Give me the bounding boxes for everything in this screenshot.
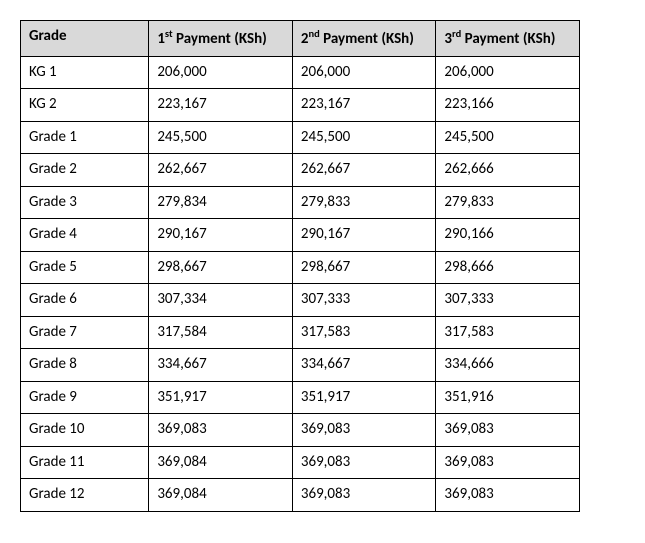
- cell-payment-1: 206,000: [149, 56, 293, 89]
- cell-grade: Grade 1: [21, 121, 149, 154]
- cell-grade: KG 2: [21, 89, 149, 122]
- cell-payment-1: 298,667: [149, 251, 293, 284]
- cell-grade: Grade 11: [21, 446, 149, 479]
- table-row: Grade 4290,167290,167290,166: [21, 219, 580, 252]
- cell-payment-3: 290,166: [436, 219, 580, 252]
- cell-payment-3: 307,333: [436, 284, 580, 317]
- col-header-payment-3: 3rd Payment (KSh): [436, 21, 580, 57]
- cell-grade: Grade 5: [21, 251, 149, 284]
- cell-grade: Grade 10: [21, 414, 149, 447]
- cell-payment-3: 262,666: [436, 154, 580, 187]
- table-row: Grade 6307,334307,333307,333: [21, 284, 580, 317]
- cell-grade: Grade 3: [21, 186, 149, 219]
- table-header-row: Grade 1st Payment (KSh) 2nd Payment (KSh…: [21, 21, 580, 57]
- cell-grade: Grade 4: [21, 219, 149, 252]
- cell-payment-1: 245,500: [149, 121, 293, 154]
- table-row: KG 1206,000206,000206,000: [21, 56, 580, 89]
- cell-payment-1: 369,084: [149, 446, 293, 479]
- table-row: Grade 7317,584317,583317,583: [21, 316, 580, 349]
- cell-grade: Grade 12: [21, 479, 149, 512]
- cell-payment-3: 369,083: [436, 446, 580, 479]
- cell-payment-1: 317,584: [149, 316, 293, 349]
- table-row: Grade 10369,083369,083369,083: [21, 414, 580, 447]
- cell-grade: Grade 8: [21, 349, 149, 382]
- cell-payment-2: 290,167: [292, 219, 436, 252]
- payment-schedule-table: Grade 1st Payment (KSh) 2nd Payment (KSh…: [20, 20, 580, 512]
- table-row: Grade 12369,084369,083369,083: [21, 479, 580, 512]
- cell-payment-3: 279,833: [436, 186, 580, 219]
- cell-payment-2: 369,083: [292, 479, 436, 512]
- cell-payment-2: 351,917: [292, 381, 436, 414]
- cell-payment-2: 369,083: [292, 446, 436, 479]
- cell-payment-3: 334,666: [436, 349, 580, 382]
- col-header-grade: Grade: [21, 21, 149, 57]
- cell-payment-1: 334,667: [149, 349, 293, 382]
- cell-payment-1: 307,334: [149, 284, 293, 317]
- cell-grade: KG 1: [21, 56, 149, 89]
- cell-grade: Grade 6: [21, 284, 149, 317]
- table-row: Grade 9351,917351,917351,916: [21, 381, 580, 414]
- table-row: Grade 5298,667298,667298,666: [21, 251, 580, 284]
- cell-payment-2: 317,583: [292, 316, 436, 349]
- cell-payment-3: 369,083: [436, 414, 580, 447]
- cell-payment-2: 307,333: [292, 284, 436, 317]
- table-row: Grade 2262,667262,667262,666: [21, 154, 580, 187]
- cell-grade: Grade 7: [21, 316, 149, 349]
- cell-payment-1: 262,667: [149, 154, 293, 187]
- cell-payment-1: 369,083: [149, 414, 293, 447]
- cell-payment-2: 245,500: [292, 121, 436, 154]
- table-row: KG 2223,167223,167223,166: [21, 89, 580, 122]
- table-row: Grade 1245,500245,500245,500: [21, 121, 580, 154]
- cell-payment-1: 369,084: [149, 479, 293, 512]
- table-row: Grade 11369,084369,083369,083: [21, 446, 580, 479]
- cell-payment-3: 298,666: [436, 251, 580, 284]
- col-header-payment-2: 2nd Payment (KSh): [292, 21, 436, 57]
- cell-payment-3: 369,083: [436, 479, 580, 512]
- cell-payment-1: 223,167: [149, 89, 293, 122]
- table-row: Grade 8334,667334,667334,666: [21, 349, 580, 382]
- cell-payment-3: 351,916: [436, 381, 580, 414]
- cell-grade: Grade 9: [21, 381, 149, 414]
- cell-payment-2: 223,167: [292, 89, 436, 122]
- cell-payment-2: 298,667: [292, 251, 436, 284]
- cell-payment-3: 317,583: [436, 316, 580, 349]
- cell-payment-1: 351,917: [149, 381, 293, 414]
- col-header-payment-1: 1st Payment (KSh): [149, 21, 293, 57]
- cell-payment-3: 223,166: [436, 89, 580, 122]
- cell-payment-2: 369,083: [292, 414, 436, 447]
- table-body: KG 1206,000206,000206,000KG 2223,167223,…: [21, 56, 580, 511]
- cell-payment-1: 279,834: [149, 186, 293, 219]
- table-row: Grade 3279,834279,833279,833: [21, 186, 580, 219]
- cell-payment-2: 262,667: [292, 154, 436, 187]
- cell-payment-3: 206,000: [436, 56, 580, 89]
- cell-payment-2: 334,667: [292, 349, 436, 382]
- cell-payment-2: 279,833: [292, 186, 436, 219]
- cell-grade: Grade 2: [21, 154, 149, 187]
- cell-payment-1: 290,167: [149, 219, 293, 252]
- cell-payment-3: 245,500: [436, 121, 580, 154]
- cell-payment-2: 206,000: [292, 56, 436, 89]
